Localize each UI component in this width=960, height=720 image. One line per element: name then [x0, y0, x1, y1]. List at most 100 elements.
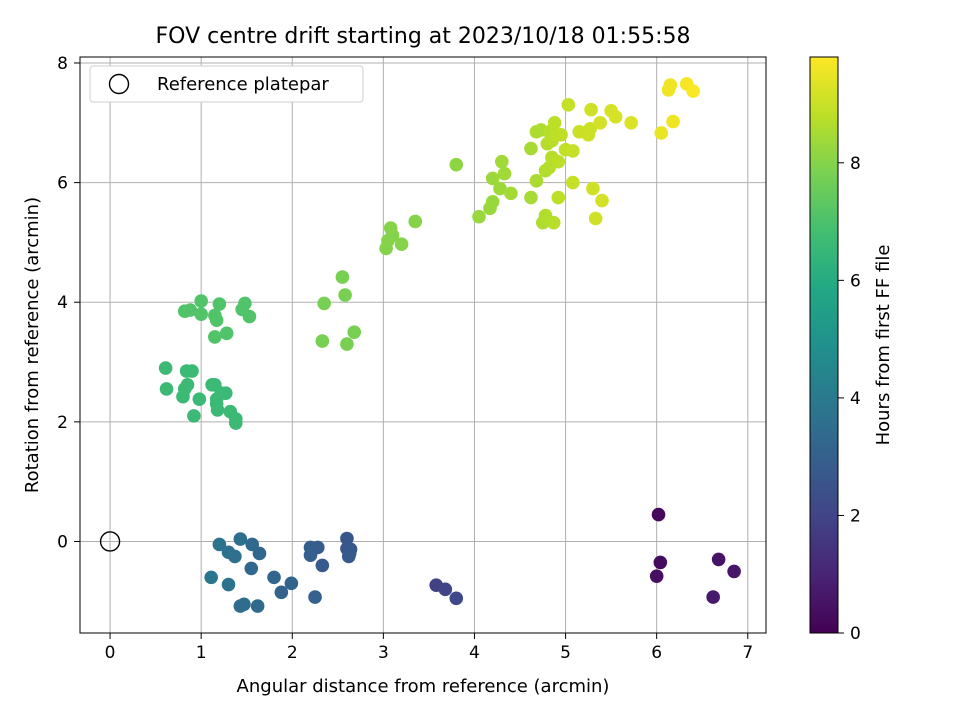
- data-point: [394, 237, 409, 252]
- data-point: [566, 144, 580, 158]
- data-point: [711, 552, 726, 567]
- data-point: [654, 126, 669, 140]
- data-point: [495, 154, 509, 169]
- data-point: [449, 591, 464, 606]
- colorbar-tick-label: 4: [850, 389, 861, 409]
- data-point: [180, 377, 195, 392]
- data-point: [583, 121, 597, 136]
- data-point: [218, 386, 233, 400]
- y-axis-ticks: 0 2 4 6 8: [57, 54, 80, 552]
- data-point: [340, 337, 354, 351]
- data-point: [335, 270, 350, 284]
- data-point: [593, 115, 607, 130]
- data-point: [228, 416, 243, 430]
- data-point: [274, 585, 289, 600]
- data-point: [504, 186, 518, 201]
- colorbar-ticks: 0 2 4 6 8: [838, 154, 861, 644]
- colorbar-label: Hours from first FF file: [873, 245, 894, 446]
- data-point: [219, 326, 234, 341]
- data-point: [472, 209, 486, 224]
- data-point: [242, 309, 257, 324]
- legend-entry-reference-platepar: Reference platepar: [157, 74, 329, 95]
- data-point: [338, 288, 352, 302]
- data-point: [449, 157, 464, 172]
- data-point: [221, 545, 236, 560]
- data-point: [706, 590, 720, 604]
- x-tick-label: 5: [560, 643, 571, 663]
- colorbar-tick-label: 2: [850, 506, 861, 526]
- data-point: [561, 98, 576, 112]
- x-axis-ticks: 0 1 2 3 4 5 6 7: [105, 633, 753, 663]
- data-point: [315, 558, 330, 573]
- y-tick-label: 4: [57, 293, 68, 313]
- legend-marker: [108, 73, 130, 95]
- y-axis-label: Rotation from reference (arcmin): [22, 197, 43, 493]
- y-tick-label: 0: [57, 532, 68, 552]
- data-point: [584, 102, 598, 117]
- data-point: [653, 555, 668, 570]
- data-point: [194, 294, 208, 308]
- legend: Reference platepar: [89, 65, 364, 103]
- data-point: [547, 115, 562, 130]
- data-point: [250, 599, 265, 613]
- data-point: [347, 325, 362, 339]
- data-point: [551, 154, 566, 169]
- data-point: [624, 115, 638, 130]
- data-point: [666, 114, 680, 129]
- data-point: [408, 214, 423, 229]
- x-tick-label: 3: [378, 643, 389, 663]
- data-point: [493, 181, 507, 196]
- data-point: [194, 307, 208, 321]
- data-point: [158, 361, 173, 375]
- y-tick-label: 2: [57, 413, 68, 433]
- data-point: [315, 334, 330, 348]
- colorbar-tick-label: 8: [850, 154, 861, 174]
- x-tick-label: 4: [469, 643, 480, 663]
- colorbar-tick-label: 6: [850, 271, 861, 291]
- data-point: [608, 110, 623, 124]
- x-tick-label: 6: [651, 643, 662, 663]
- data-point: [238, 296, 252, 311]
- data-point: [308, 590, 322, 604]
- chart-title: FOV centre drift starting at 2023/10/18 …: [156, 24, 691, 49]
- legend-box: [89, 65, 364, 103]
- x-axis-label: Angular distance from reference (arcmin): [237, 676, 610, 697]
- plot-frame: [79, 56, 767, 634]
- data-point: [588, 211, 603, 226]
- data-point: [233, 599, 248, 613]
- x-tick-label: 1: [196, 643, 207, 663]
- data-point: [340, 531, 354, 546]
- data-point: [204, 570, 218, 585]
- data-point: [485, 194, 500, 209]
- data-point: [529, 174, 544, 188]
- reference-point-marker: [99, 531, 121, 552]
- data-point: [586, 181, 600, 196]
- data-point: [649, 569, 664, 583]
- data-point: [438, 582, 453, 597]
- data-point: [379, 241, 393, 256]
- data-point: [159, 382, 174, 396]
- data-point: [686, 84, 700, 98]
- data-point: [212, 297, 227, 311]
- data-point: [244, 561, 259, 576]
- data-point: [183, 303, 198, 317]
- data-point: [233, 532, 248, 546]
- data-point: [485, 171, 500, 186]
- grid-lines: [80, 57, 766, 633]
- data-point: [554, 127, 568, 142]
- x-tick-label: 0: [105, 643, 116, 663]
- data-point: [524, 141, 538, 156]
- data-point: [221, 577, 236, 592]
- data-point: [212, 537, 227, 552]
- colorbar: 0 2 4 6 8 Hours from first FF file: [809, 56, 894, 644]
- data-point: [317, 296, 331, 311]
- data-point: [284, 576, 299, 591]
- y-tick-label: 6: [57, 174, 68, 194]
- data-point: [497, 166, 512, 181]
- data-point: [566, 175, 580, 190]
- data-point: [341, 549, 356, 564]
- data-point: [651, 507, 666, 522]
- data-point: [546, 215, 561, 230]
- data-point: [187, 409, 201, 423]
